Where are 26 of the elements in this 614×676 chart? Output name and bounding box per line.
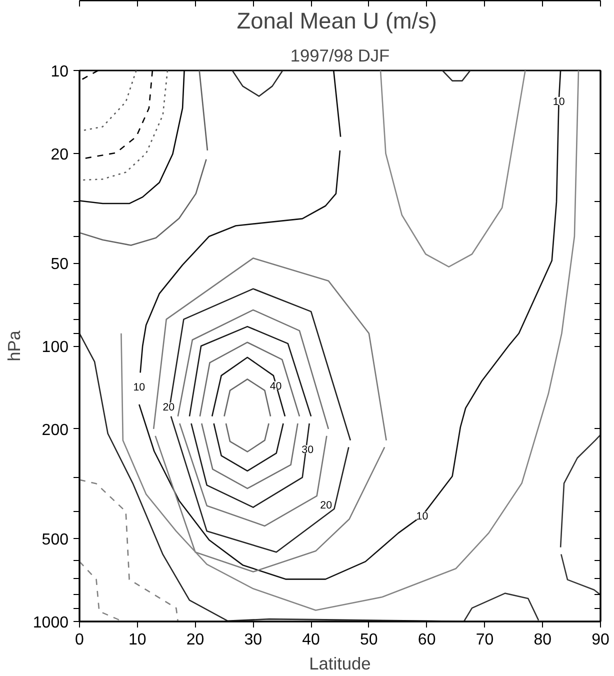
y-tick-label: 200: [42, 422, 69, 439]
annotation: 40: [270, 380, 282, 392]
y-tick-label: 20: [50, 146, 69, 164]
y-tick-label: 500: [42, 532, 69, 549]
x-tick-label: 70: [476, 632, 494, 648]
y-tick-label: 10: [50, 64, 69, 80]
x-tick-label: 90: [592, 632, 610, 648]
y-tick-label: 1000: [32, 614, 69, 632]
x-tick-label: 0: [75, 632, 84, 648]
x-tick-label: 60: [418, 632, 436, 648]
y-axis-title: hPa: [4, 330, 24, 362]
x-tick-label: 40: [302, 632, 320, 648]
x-tick-label: 50: [360, 632, 378, 648]
y-tick-label: 50: [50, 256, 69, 274]
annotation: 30: [302, 444, 314, 456]
chart-title: Zonal Mean U (m/s): [236, 8, 437, 34]
y-tick-label: 100: [42, 339, 69, 356]
x-tick-label: 30: [244, 632, 262, 648]
annotation: 20: [162, 402, 175, 414]
x-tick-label: 80: [534, 632, 552, 648]
x-tick-label: 10: [128, 632, 146, 648]
annotation: 20: [320, 499, 332, 512]
x-axis-title: Latitude: [309, 654, 371, 674]
annotation: 10: [133, 381, 146, 394]
x-tick-label: 20: [186, 632, 204, 648]
chart-subtitle: 1997/98 DJF: [290, 46, 390, 66]
